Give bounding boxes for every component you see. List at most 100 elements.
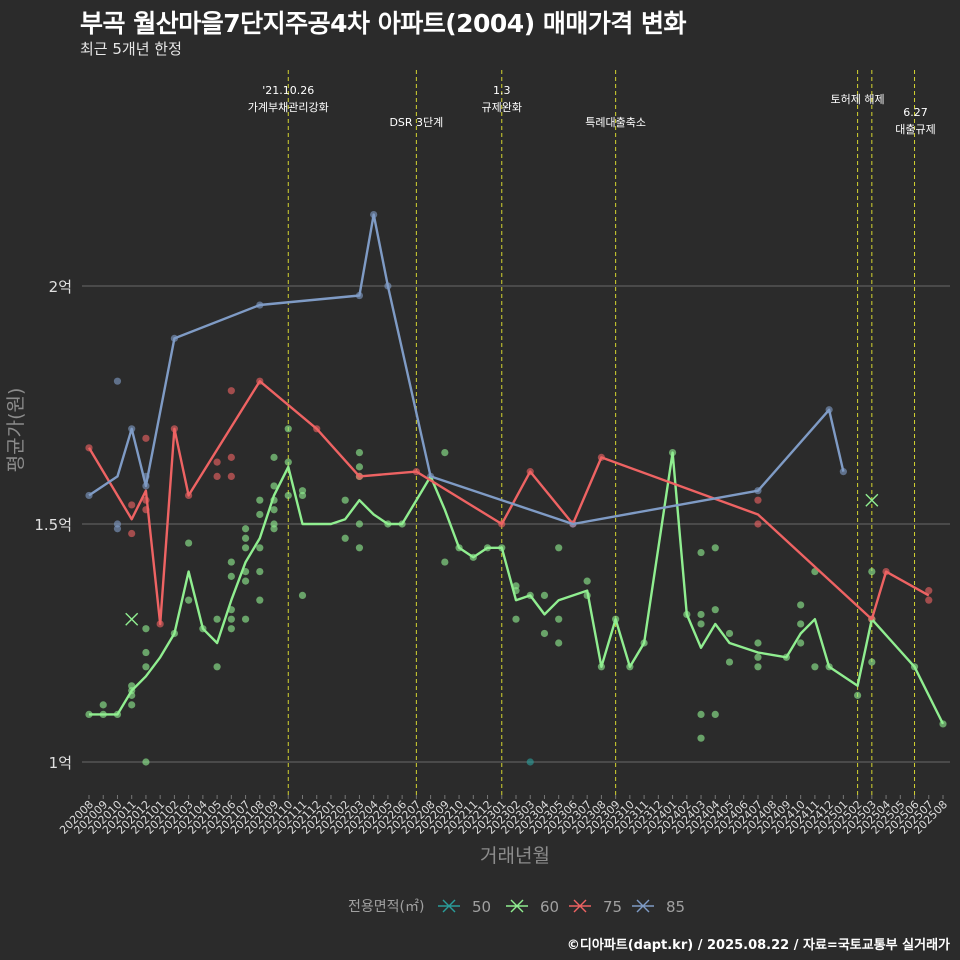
data-point-60 bbox=[241, 534, 250, 542]
data-point-75 bbox=[227, 472, 235, 480]
series-line-60 bbox=[89, 451, 945, 725]
data-point-60 bbox=[797, 620, 805, 628]
data-point-60 bbox=[256, 544, 264, 552]
data-point-60 bbox=[797, 601, 805, 609]
data-point-60 bbox=[697, 620, 705, 628]
data-point-60 bbox=[868, 568, 876, 576]
data-point-60 bbox=[128, 701, 136, 709]
data-point-60 bbox=[797, 639, 805, 647]
data-point-60 bbox=[355, 449, 364, 457]
data-point-60 bbox=[555, 639, 563, 647]
data-point-75 bbox=[754, 520, 762, 528]
data-point-60 bbox=[811, 663, 819, 671]
series-line-75 bbox=[87, 380, 930, 626]
data-point-60 bbox=[185, 539, 193, 547]
data-point-60 bbox=[142, 648, 150, 657]
event-label: 규제완화 bbox=[482, 101, 522, 114]
data-point-60 bbox=[583, 577, 591, 585]
y-tick-label: 2억 bbox=[49, 278, 72, 296]
y-axis-title: 평균가(원) bbox=[5, 388, 27, 473]
data-point-75 bbox=[925, 596, 933, 604]
data-point-60 bbox=[213, 663, 221, 671]
legend-key-x bbox=[442, 899, 456, 913]
data-point-60 bbox=[512, 615, 520, 623]
data-point-75 bbox=[213, 472, 221, 480]
data-point-60 bbox=[185, 596, 193, 604]
data-point-60 bbox=[754, 663, 762, 671]
legend-label: 85 bbox=[666, 898, 685, 916]
legend-label: 50 bbox=[472, 898, 491, 916]
data-point-75 bbox=[754, 496, 762, 504]
y-tick-label: 1.5억 bbox=[34, 516, 72, 534]
series-line-85 bbox=[88, 213, 845, 526]
data-point-60 bbox=[227, 572, 235, 580]
data-point-60 bbox=[270, 482, 278, 490]
event-label: 6.27 bbox=[903, 106, 928, 119]
data-point-60 bbox=[341, 534, 349, 542]
data-point-60 bbox=[227, 558, 235, 566]
data-point-60 bbox=[725, 629, 734, 638]
data-point-60 bbox=[540, 629, 549, 638]
data-point-60 bbox=[754, 653, 762, 661]
data-point-75 bbox=[142, 434, 150, 442]
data-point-60 bbox=[355, 520, 364, 528]
data-point-75 bbox=[227, 453, 235, 461]
legend-item-85: 85 bbox=[632, 898, 685, 916]
data-point-60 bbox=[697, 710, 705, 719]
data-point-60 bbox=[854, 691, 862, 699]
data-point-60 bbox=[284, 491, 292, 500]
data-point-60 bbox=[142, 625, 150, 633]
cancelled-marker bbox=[125, 612, 139, 626]
event-label: 가계부채관리강화 bbox=[248, 101, 329, 114]
data-point-60 bbox=[284, 425, 292, 433]
data-point-60 bbox=[441, 449, 449, 457]
y-tick-label: 1억 bbox=[49, 754, 72, 772]
cancelled-marker-stroke bbox=[865, 493, 879, 507]
legend-key-x bbox=[636, 899, 650, 913]
legend-item-75: 75 bbox=[569, 898, 622, 916]
legend-key-x bbox=[573, 899, 587, 913]
data-point-60 bbox=[711, 606, 719, 614]
data-point-60 bbox=[754, 639, 762, 647]
data-point-75 bbox=[128, 529, 136, 538]
data-point-60 bbox=[697, 610, 705, 619]
data-point-60 bbox=[697, 734, 705, 742]
data-point-60 bbox=[298, 591, 307, 600]
event-label: '21.10.26 bbox=[262, 84, 314, 97]
event-label: DSR 3단계 bbox=[389, 116, 443, 129]
data-point-75 bbox=[213, 458, 221, 466]
data-point-60 bbox=[142, 758, 150, 766]
data-point-60 bbox=[441, 558, 449, 566]
legend-key-x bbox=[510, 899, 524, 913]
data-point-60 bbox=[868, 658, 876, 666]
legend-label: 60 bbox=[540, 898, 559, 916]
data-point-60 bbox=[241, 615, 250, 623]
data-point-60 bbox=[555, 615, 563, 623]
data-point-60 bbox=[555, 544, 563, 552]
data-point-60 bbox=[256, 496, 264, 504]
event-label: 대출규제 bbox=[895, 123, 935, 136]
data-point-60 bbox=[256, 510, 264, 519]
data-point-60 bbox=[725, 658, 734, 666]
event-label: 특례대출축소 bbox=[585, 116, 646, 129]
data-point-60 bbox=[270, 525, 278, 533]
data-point-85 bbox=[113, 377, 122, 385]
data-point-60 bbox=[341, 496, 349, 504]
data-point-60 bbox=[711, 710, 719, 719]
data-point-50 bbox=[526, 758, 534, 766]
data-point-60 bbox=[241, 577, 250, 585]
data-point-60 bbox=[241, 544, 250, 552]
data-point-60 bbox=[99, 701, 107, 709]
cancelled-marker bbox=[865, 493, 879, 507]
event-label: 토허제 해제 bbox=[831, 92, 885, 106]
data-point-85 bbox=[113, 525, 122, 533]
data-point-60 bbox=[298, 491, 307, 500]
data-point-75 bbox=[227, 387, 235, 395]
data-point-60 bbox=[213, 615, 221, 623]
source-caption: ©디아파트(dapt.kr) / 2025.08.22 / 자료=국토교통부 실… bbox=[566, 938, 950, 953]
data-point-60 bbox=[270, 453, 278, 461]
data-point-75 bbox=[925, 587, 933, 595]
legend-title: 전용면적(㎡) bbox=[348, 899, 424, 915]
data-point-60 bbox=[256, 596, 264, 604]
